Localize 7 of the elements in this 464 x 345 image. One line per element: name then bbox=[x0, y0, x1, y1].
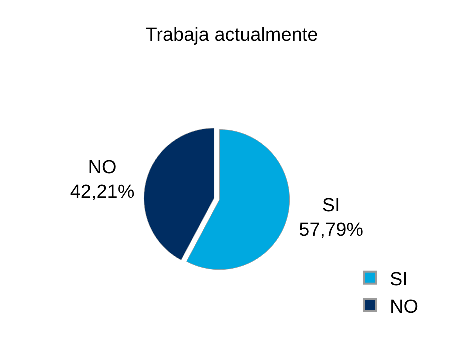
legend-label: NO bbox=[390, 296, 418, 318]
data-label: 42,21% bbox=[70, 182, 135, 203]
legend-label: SI bbox=[390, 269, 408, 290]
chart-title: Trabaja actualmente bbox=[146, 25, 318, 46]
slice-label: NO bbox=[88, 157, 117, 178]
data-label: 57,79% bbox=[299, 220, 364, 241]
slice-label: SI bbox=[322, 195, 340, 216]
